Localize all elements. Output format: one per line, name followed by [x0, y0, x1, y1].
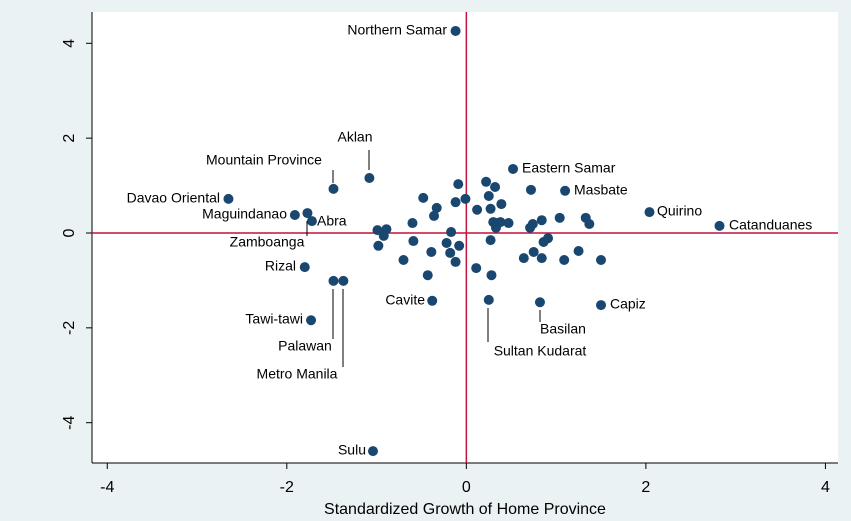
point	[367, 446, 378, 457]
point-label: Palawan	[278, 338, 332, 354]
point	[596, 255, 607, 266]
point-label: Rizal	[265, 258, 296, 274]
point	[485, 203, 496, 214]
x-tick-label: 4	[821, 479, 830, 496]
point	[223, 193, 234, 204]
point-label: Maguindanao	[202, 206, 287, 222]
point-label: Tawi-tawi	[245, 311, 303, 327]
point	[518, 253, 529, 264]
y-tick-label: 0	[61, 228, 78, 237]
point	[471, 263, 482, 274]
point-label: Mountain Province	[206, 152, 322, 168]
y-tick-label: 2	[61, 134, 78, 143]
point	[714, 220, 725, 231]
point	[422, 270, 433, 281]
point	[398, 255, 409, 266]
point	[431, 202, 442, 213]
point	[472, 204, 483, 215]
point	[596, 300, 607, 311]
point	[559, 255, 570, 266]
point	[441, 237, 452, 248]
point	[503, 218, 514, 229]
point	[481, 176, 492, 187]
point	[490, 181, 501, 192]
point	[446, 227, 457, 238]
point-label: Davao Oriental	[127, 190, 220, 206]
point	[289, 209, 300, 220]
point	[450, 256, 461, 267]
point	[407, 218, 418, 229]
point	[450, 25, 461, 36]
point	[485, 235, 496, 246]
point	[445, 247, 456, 258]
point	[328, 275, 339, 286]
point	[534, 297, 545, 308]
point-label: Aklan	[337, 129, 372, 145]
point	[536, 253, 547, 264]
x-tick-label: -2	[280, 479, 294, 496]
point	[644, 207, 655, 218]
point	[527, 218, 538, 229]
point	[528, 246, 539, 257]
point	[306, 216, 317, 227]
point-label: Abra	[317, 213, 347, 229]
plot-area	[92, 12, 838, 463]
x-axis-label: Standardized Growth of Home Province	[324, 501, 606, 518]
point-label: Basilan	[540, 321, 586, 337]
point-label: Sulu	[338, 442, 366, 458]
point	[373, 240, 384, 251]
point	[426, 246, 437, 257]
point	[460, 193, 471, 204]
point	[536, 215, 547, 226]
point-label: Catanduanes	[729, 217, 812, 233]
point	[496, 199, 507, 210]
point	[483, 191, 494, 202]
point	[490, 222, 501, 233]
point	[453, 179, 464, 190]
point	[560, 185, 571, 196]
point-label: Capiz	[610, 296, 646, 312]
point-label: Quirino	[657, 203, 702, 219]
point	[483, 294, 494, 305]
point	[306, 315, 317, 326]
point	[299, 262, 310, 273]
point	[525, 184, 536, 195]
x-tick-label: 0	[462, 479, 471, 496]
point-label: Masbate	[574, 182, 628, 198]
y-tick-label: -2	[61, 321, 78, 335]
x-tick-label: 2	[641, 479, 650, 496]
point	[450, 197, 461, 208]
point	[508, 163, 519, 174]
point	[418, 192, 429, 203]
point	[364, 172, 375, 183]
y-tick-label: -4	[61, 415, 78, 429]
point	[454, 240, 465, 251]
point	[378, 230, 389, 241]
point	[486, 270, 497, 281]
point	[328, 183, 339, 194]
point	[427, 295, 438, 306]
point-label: Eastern Samar	[522, 160, 616, 176]
point	[554, 212, 565, 223]
point-label: Cavite	[385, 292, 425, 308]
point-label: Metro Manila	[257, 366, 338, 382]
point	[408, 236, 419, 247]
point	[584, 218, 595, 229]
point-label: Northern Samar	[347, 22, 447, 38]
point	[543, 233, 554, 244]
point-label: Zamboanga	[230, 234, 305, 250]
x-tick-label: -4	[100, 479, 114, 496]
point-label: Sultan Kudarat	[494, 343, 587, 359]
point	[338, 275, 349, 286]
point	[302, 208, 313, 219]
point	[429, 210, 440, 221]
y-tick-label: 4	[61, 39, 78, 48]
point	[573, 246, 584, 257]
